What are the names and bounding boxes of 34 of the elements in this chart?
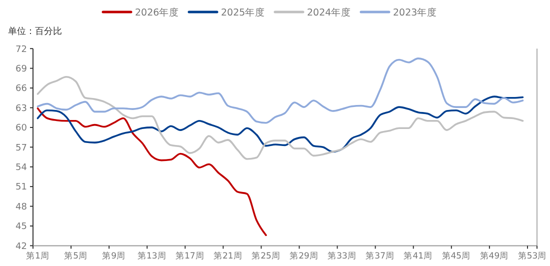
legend-label: 2023年度 [393,6,438,18]
x-tick-label: 第17周 [175,250,204,262]
x-tick-label: 第37周 [366,250,395,262]
line-series [36,107,267,236]
y-tick-label: 60 [16,124,28,134]
x-tick-label: 第21周 [214,250,242,262]
y-tick-label: 48 [16,202,28,212]
y-tick-label: 42 [16,242,27,252]
x-tick-label: 第13周 [137,250,166,262]
x-tick-label: 第29周 [290,250,318,262]
line-series [36,96,524,153]
y-axis-title: 单位：百分比 [8,26,62,37]
y-tick-label: 72 [16,44,27,55]
y-tick-label: 51 [16,182,27,193]
x-tick-label: 第1周 [26,250,50,262]
x-tick-label: 第53周 [518,250,547,262]
x-tick-label: 第41周 [404,250,433,262]
y-tick-label: 66 [16,84,28,94]
legend-label: 2026年度 [135,6,180,18]
x-tick-label: 第5周 [64,250,88,262]
y-tick-label: 57 [16,143,27,154]
x-tick-label: 第45周 [442,250,471,262]
legend-label: 2025年度 [221,6,266,18]
x-tick-label: 第25周 [252,250,280,262]
y-tick-label: 45 [16,222,27,232]
x-tick-label: 第49周 [480,250,509,262]
y-tick-label: 63 [16,104,27,114]
line-series [36,58,524,124]
x-tick-label: 第33周 [328,250,356,262]
line-series [36,76,524,160]
x-tick-label: 第9周 [102,250,126,262]
legend-label: 2024年度 [307,6,352,18]
y-tick-label: 54 [16,163,28,174]
y-tick-label: 69 [16,64,28,74]
